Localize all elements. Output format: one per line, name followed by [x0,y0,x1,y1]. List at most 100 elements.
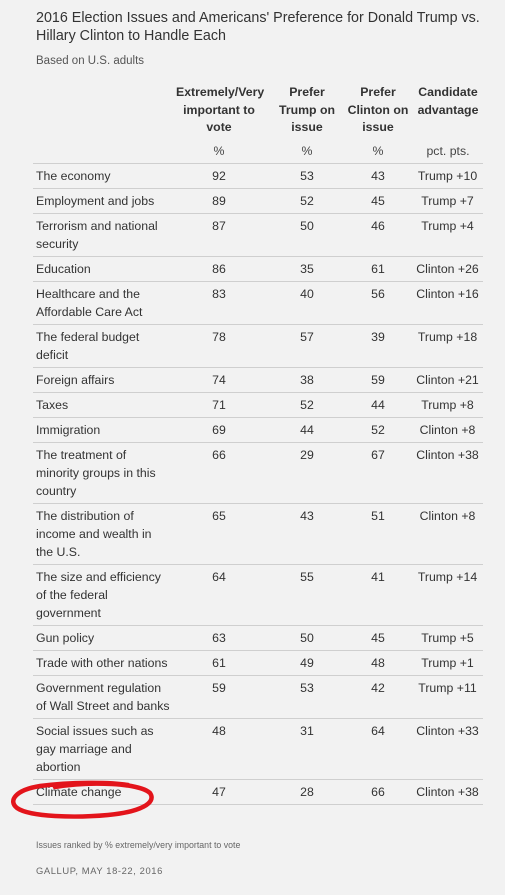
spacer-cell [262,188,277,214]
trump-cell: 35 [277,256,337,282]
trump-cell: 40 [277,281,337,325]
advantage-cell: Trump +10 [412,163,483,189]
issue-cell: Government regulation of Wall Street and… [33,675,176,719]
spacer-cell [410,392,412,418]
spacer-cell [337,163,346,189]
important-cell: 92 [176,163,262,189]
important-cell: 89 [176,188,262,214]
trump-cell: 29 [277,442,337,504]
issue-cell: Employment and jobs [33,188,176,214]
trump-cell: 38 [277,367,337,393]
important-cell: 78 [176,324,262,368]
spacer-cell [262,503,277,565]
table-row: Education 86 35 61 Clinton +26 [33,256,483,282]
spacer-cell [337,503,346,565]
advantage-cell: Clinton +8 [412,417,483,443]
spacer-cell [410,503,412,565]
issue-cell: Education [33,256,176,282]
col-header-advantage: Candidate advantage [417,85,479,117]
clinton-cell: 44 [346,392,410,418]
clinton-cell: 43 [346,163,410,189]
important-cell: 61 [176,650,262,676]
advantage-cell: Trump +18 [412,324,483,368]
spacer-cell [262,392,277,418]
advantage-cell: Trump +4 [412,213,483,257]
spacer-cell [337,564,346,626]
spacer-cell [262,213,277,257]
table-row: Trade with other nations 61 49 48 Trump +1 [33,650,483,676]
important-cell: 87 [176,213,262,257]
spacer-cell [410,367,412,393]
advantage-cell: Clinton +33 [412,718,483,780]
col-unit-advantage: pct. pts. [426,144,470,158]
table-row: Gun policy 63 50 45 Trump +5 [33,625,483,651]
clinton-cell: 45 [346,625,410,651]
issue-cell: Foreign affairs [33,367,176,393]
spacer-cell [410,564,412,626]
spacer-cell [337,188,346,214]
trump-cell: 57 [277,324,337,368]
advantage-cell: Trump +5 [412,625,483,651]
spacer-cell [262,281,277,325]
spacer-cell [262,324,277,368]
col-header-clinton: Prefer Clinton on issue [347,85,409,134]
spacer-cell [262,367,277,393]
advantage-cell: Trump +1 [412,650,483,676]
table-row: Taxes 71 52 44 Trump +8 [33,392,483,418]
advantage-cell: Trump +7 [412,188,483,214]
advantage-cell: Clinton +16 [412,281,483,325]
spacer-cell [410,442,412,504]
page-edge [505,0,511,895]
spacer-cell [410,779,412,805]
issue-cell: Terrorism and national security [33,213,176,257]
table-row: Immigration 69 44 52 Clinton +8 [33,417,483,443]
clinton-cell: 61 [346,256,410,282]
spacer-cell [262,779,277,805]
advantage-cell: Trump +14 [412,564,483,626]
table-row: The treatment of minority groups in this… [33,442,483,504]
clinton-cell: 42 [346,675,410,719]
trump-cell: 55 [277,564,337,626]
trump-cell: 31 [277,718,337,780]
spacer-cell [262,625,277,651]
table-row: Employment and jobs 89 52 45 Trump +7 [33,188,483,214]
clinton-cell: 67 [346,442,410,504]
spacer-cell [337,417,346,443]
spacer-cell [337,324,346,368]
important-cell: 74 [176,367,262,393]
trump-cell: 28 [277,779,337,805]
spacer-cell [337,281,346,325]
trump-cell: 50 [277,625,337,651]
table-row: Foreign affairs 74 38 59 Clinton +21 [33,367,483,393]
clinton-cell: 45 [346,188,410,214]
issue-cell: Taxes [33,392,176,418]
spacer-cell [262,442,277,504]
advantage-cell: Clinton +38 [412,779,483,805]
important-cell: 86 [176,256,262,282]
spacer-cell [410,718,412,780]
spacer-cell [337,256,346,282]
important-cell: 64 [176,564,262,626]
issue-cell: Immigration [33,417,176,443]
trump-cell: 52 [277,188,337,214]
spacer-cell [410,324,412,368]
clinton-cell: 48 [346,650,410,676]
spacer-cell [410,188,412,214]
trump-cell: 52 [277,392,337,418]
issue-cell: Social issues such as gay marriage and a… [33,718,176,780]
important-cell: 71 [176,392,262,418]
advantage-cell: Trump +8 [412,392,483,418]
advantage-cell: Clinton +8 [412,503,483,565]
spacer-cell [337,718,346,780]
trump-cell: 50 [277,213,337,257]
table-row: Government regulation of Wall Street and… [33,675,483,719]
important-cell: 66 [176,442,262,504]
spacer-cell [337,392,346,418]
clinton-cell: 66 [346,779,410,805]
important-cell: 63 [176,625,262,651]
important-cell: 83 [176,281,262,325]
trump-cell: 43 [277,503,337,565]
important-cell: 47 [176,779,262,805]
col-unit-clinton: % [372,144,384,158]
